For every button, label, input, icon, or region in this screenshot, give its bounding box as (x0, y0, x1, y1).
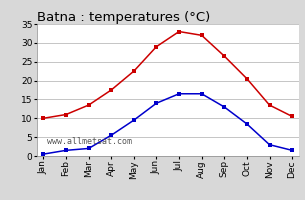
Text: www.allmetsat.com: www.allmetsat.com (47, 137, 132, 146)
Text: Batna : temperatures (°C): Batna : temperatures (°C) (37, 11, 210, 24)
